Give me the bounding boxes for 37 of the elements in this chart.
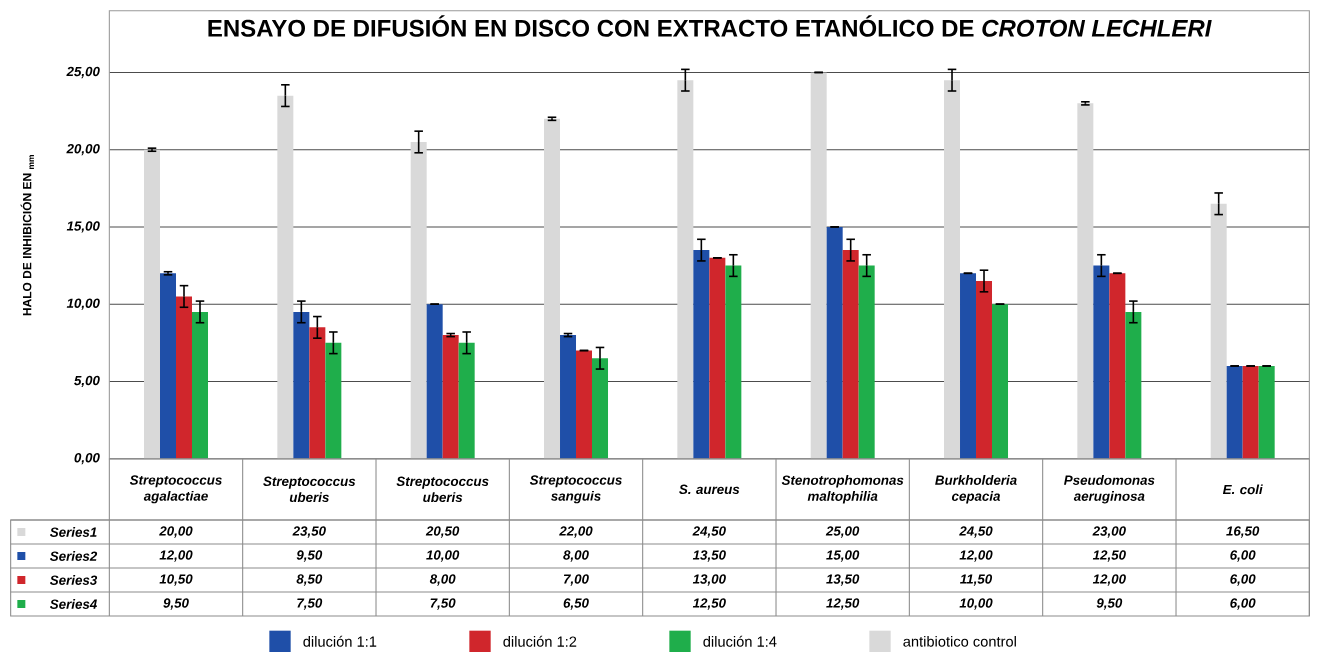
bar: [160, 273, 176, 459]
bar: [592, 358, 609, 459]
bar: [560, 335, 577, 459]
bar: [709, 257, 726, 459]
bar: [725, 265, 742, 459]
bar: [976, 281, 993, 459]
bar: [842, 250, 859, 459]
chart-title: ENSAYO DE DIFUSIÓN EN DISCO CON EXTRACTO ETANÓLICO DE CROTON LECHLERI: [208, 15, 1212, 37]
bar: [442, 335, 459, 459]
bar: [1125, 311, 1142, 459]
bar: [293, 311, 310, 459]
bar: [458, 342, 475, 459]
bar: [1093, 265, 1110, 459]
bar: [144, 149, 161, 459]
bar: [176, 296, 192, 459]
bar: [410, 141, 427, 459]
bar: [277, 95, 294, 459]
bar: [677, 80, 694, 459]
bar: [810, 72, 827, 459]
bar: [693, 250, 710, 459]
bar: [1109, 273, 1126, 459]
bar: [1226, 365, 1243, 459]
bar: [944, 80, 961, 459]
bar: [858, 265, 875, 459]
bar: [576, 350, 593, 459]
bar: [960, 273, 977, 459]
bar: [192, 311, 209, 459]
bar: [325, 342, 342, 459]
bar: [1210, 203, 1227, 459]
bar: [309, 327, 326, 459]
bar: [426, 304, 443, 459]
bar: [992, 304, 1009, 459]
bar: [1258, 365, 1275, 459]
bar: [826, 226, 843, 459]
bar: [544, 118, 561, 459]
bar: [1077, 103, 1094, 459]
bar: [1242, 365, 1259, 459]
